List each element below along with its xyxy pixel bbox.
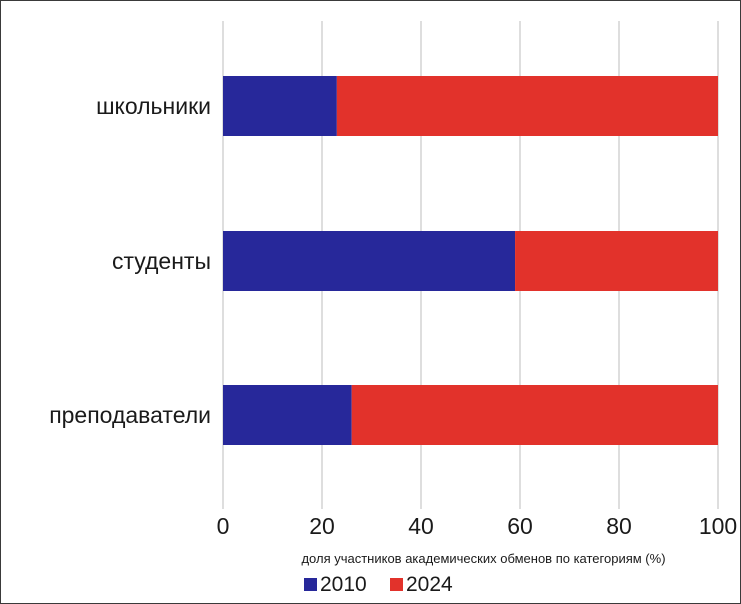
legend-swatch-2010 — [304, 578, 317, 591]
category-label: преподаватели — [49, 402, 211, 428]
x-tick-label: 100 — [699, 513, 737, 539]
legend: 2010 2024 — [304, 573, 453, 596]
x-tick-label: 60 — [507, 513, 533, 539]
bars — [223, 76, 718, 445]
category-label: школьники — [96, 93, 211, 119]
bar-преподаватели-2024 — [351, 385, 718, 445]
bar-студенты-2010 — [223, 231, 516, 291]
legend-label-2024: 2024 — [406, 573, 453, 596]
bar-студенты-2024 — [515, 231, 718, 291]
bar-школьники-2010 — [223, 76, 337, 136]
category-label: студенты — [112, 248, 211, 274]
category-labels: школьники студенты преподаватели — [49, 93, 211, 428]
x-tick-label: 20 — [309, 513, 335, 539]
bar-школьники-2024 — [336, 76, 718, 136]
legend-label-2010: 2010 — [320, 573, 367, 596]
legend-swatch-2024 — [390, 578, 403, 591]
x-tick-label: 0 — [217, 513, 230, 539]
x-tick-label: 40 — [408, 513, 434, 539]
bar-преподаватели-2010 — [223, 385, 352, 445]
x-axis-title: доля участников академических обменов по… — [301, 551, 665, 566]
x-tick-labels: 0 20 40 60 80 100 — [217, 513, 738, 539]
x-tick-label: 80 — [606, 513, 632, 539]
